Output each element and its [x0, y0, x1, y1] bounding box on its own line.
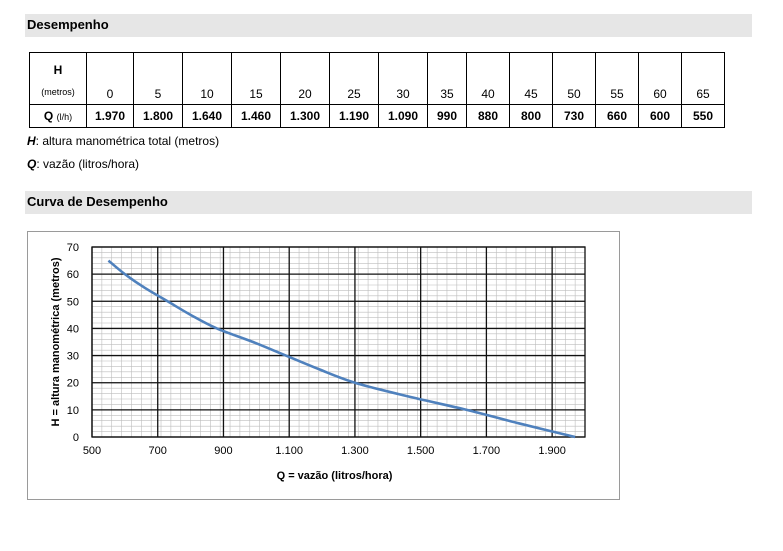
q-value-cell: 1.190 [329, 104, 379, 128]
y-tick-label: 70 [67, 242, 79, 254]
x-tick-label: 700 [149, 445, 167, 457]
h-value-cell: 45 [509, 52, 553, 105]
y-tick-label: 60 [67, 269, 79, 281]
h-label: H [53, 62, 63, 77]
h-value-cell: 0 [86, 52, 134, 105]
q-value-cell: 990 [427, 104, 467, 128]
h-value-cell: 65 [681, 52, 725, 105]
h-value-cell: 25 [329, 52, 379, 105]
h-value-cell: 30 [378, 52, 428, 105]
note-h: H: altura manométrica total (metros) [27, 134, 219, 148]
x-tick-label: 1.900 [538, 445, 566, 457]
h-value-cell: 10 [182, 52, 232, 105]
q-value-cell: 1.460 [231, 104, 281, 128]
x-tick-label: 1.700 [473, 445, 501, 457]
q-value-cell: 1.300 [280, 104, 330, 128]
h-header-cell: H (metros) [29, 52, 87, 105]
h-value-cell: 40 [466, 52, 510, 105]
plot-border [91, 246, 586, 438]
note-q-text: : vazão (litros/hora) [36, 157, 140, 171]
q-value-cell: 800 [509, 104, 553, 128]
q-unit: (l/h) [56, 112, 73, 122]
q-value-cell: 550 [681, 104, 725, 128]
q-value-cell: 880 [466, 104, 510, 128]
note-h-symbol: H [27, 134, 36, 148]
y-tick-label: 10 [67, 405, 79, 417]
q-value-cell: 1.090 [378, 104, 428, 128]
h-unit: (metros) [41, 86, 75, 97]
y-tick-label: 0 [73, 432, 79, 444]
x-tick-label: 500 [83, 445, 101, 457]
note-q: Q: vazão (litros/hora) [27, 157, 139, 171]
x-axis-title: Q = vazão (litros/hora) [277, 470, 393, 482]
curve-section-title: Curva de Desempenho [27, 194, 168, 209]
q-value-cell: 1.800 [133, 104, 183, 128]
h-value-cell: 5 [133, 52, 183, 105]
series-line [107, 259, 576, 439]
x-tick-label: 1.300 [341, 445, 369, 457]
y-tick-label: 50 [67, 296, 79, 308]
note-h-text: : altura manométrica total (metros) [35, 134, 220, 148]
q-value-cell: 1.640 [182, 104, 232, 128]
q-value-cell: 730 [552, 104, 596, 128]
q-header-cell: Q (l/h) [29, 104, 87, 128]
performance-table: H (metros) 0 5 10 15 20 25 30 35 40 45 50 55 60 65 Q … [29, 52, 725, 128]
h-value-cell: 60 [638, 52, 682, 105]
h-value-cell: 35 [427, 52, 467, 105]
q-label: Q [43, 109, 54, 123]
h-value-cell: 55 [595, 52, 639, 105]
note-q-symbol: Q [27, 157, 37, 171]
table-row-h: H (metros) 0 5 10 15 20 25 30 35 40 45 50 55 60 65 [29, 52, 725, 105]
q-value-cell: 600 [638, 104, 682, 128]
performance-chart: 500 700 900 1.100 1.300 1.500 1.700 1.900 0 10 20 3… [27, 231, 620, 500]
q-value-cell: 1.970 [86, 104, 134, 128]
performance-section-title: Desempenho [27, 17, 109, 32]
y-tick-label: 20 [67, 378, 79, 390]
y-tick-label: 30 [67, 351, 79, 363]
y-tick-label: 40 [67, 323, 79, 335]
x-tick-label: 1.100 [275, 445, 303, 457]
x-tick-label: 900 [214, 445, 232, 457]
curve-section-header: Curva de Desempenho [25, 191, 752, 214]
x-tick-label: 1.500 [407, 445, 435, 457]
h-value-cell: 15 [231, 52, 281, 105]
chart-svg: 500 700 900 1.100 1.300 1.500 1.700 1.900 0 10 20 3… [50, 242, 586, 482]
performance-section-header: Desempenho [25, 14, 752, 37]
q-value-cell: 660 [595, 104, 639, 128]
table-row-q: Q (l/h) 1.970 1.800 1.640 1.460 1.300 1.190 1.… [29, 104, 725, 128]
h-value-cell: 20 [280, 52, 330, 105]
y-axis-title: H = altura manométrica (metros) [50, 257, 62, 426]
h-value-cell: 50 [552, 52, 596, 105]
